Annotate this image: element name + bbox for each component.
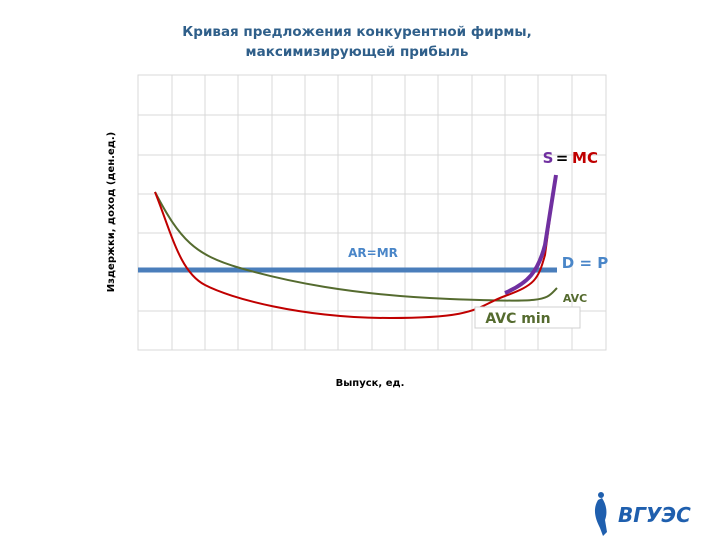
y-axis-label: Издержки, доход (ден.ед.) (106, 132, 117, 292)
avc-min-box (474, 306, 581, 329)
logo-head (598, 492, 604, 498)
equals-label: = (556, 149, 569, 167)
avc-label: AVC (563, 292, 587, 305)
mc-curve (154, 179, 556, 320)
s-label: S (543, 149, 554, 167)
d-p-label: D = P (562, 254, 608, 272)
logo: ВГУЭС (594, 492, 691, 536)
avc-curve (154, 191, 558, 302)
avc-min-label: AVC min (485, 311, 550, 327)
supply-curve (504, 174, 558, 295)
ar-mr-label: AR=MR (348, 246, 398, 260)
grid (137, 74, 607, 351)
x-axis-label: Выпуск, ед. (336, 378, 405, 389)
mc-label: MC (572, 149, 598, 167)
title-line: максимизирующей прибыль (246, 44, 469, 60)
logo-figure (594, 498, 607, 536)
title-line: Кривая предложения конкурентной фирмы, (182, 24, 531, 40)
logo-text: ВГУЭС (618, 503, 691, 527)
